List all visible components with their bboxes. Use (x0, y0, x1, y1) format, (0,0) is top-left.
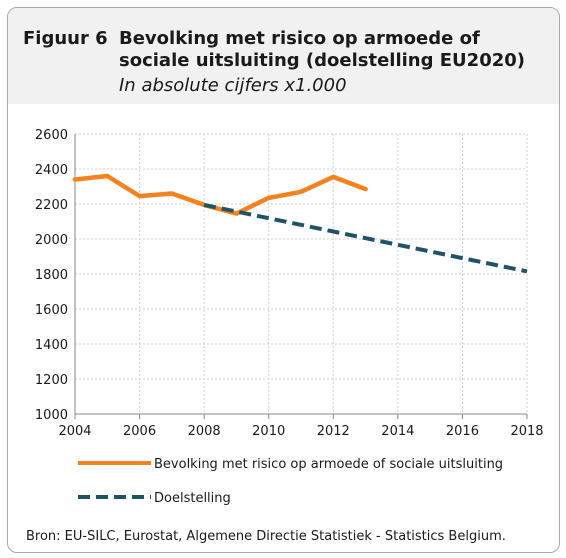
axes (74, 134, 528, 419)
figure-label: Figuur 6 (23, 28, 108, 49)
x-tick-label: 2008 (188, 424, 221, 439)
x-tick-labels: 2004 2006 2008 2010 2012 2014 2016 2018 (58, 424, 543, 439)
y-tick-label: 1600 (35, 303, 68, 318)
y-tick-label: 1000 (35, 408, 68, 423)
y-tick-label: 2000 (35, 233, 68, 248)
legend-label-risico: Bevolking met risico op armoede of socia… (154, 457, 503, 472)
y-tick-labels: 1000 1200 1400 1600 1800 2000 2200 2400 2600 (35, 128, 68, 423)
figure-header: Figuur 6 Bevolking met risico op armoede… (8, 8, 559, 104)
grid-lines (75, 133, 528, 414)
line-chart: 1000 1200 1400 1600 1800 2000 2200 2400 2600 200… (35, 128, 544, 506)
legend: Bevolking met risico op armoede of socia… (78, 457, 503, 506)
x-tick-label: 2014 (381, 424, 414, 439)
y-tick-label: 1400 (35, 338, 68, 353)
y-tick-label: 1200 (35, 373, 68, 388)
series-line-risico (72, 173, 368, 216)
y-tick-label: 1800 (35, 268, 68, 283)
x-tick-label: 2010 (252, 424, 285, 439)
y-tick-label: 2600 (35, 128, 68, 143)
chart-subtitle: In absolute cijfers x1.000 (119, 75, 347, 96)
y-tick-label: 2200 (35, 198, 68, 213)
figure-frame: Figuur 6 Bevolking met risico op armoede… (7, 7, 560, 553)
x-tick-label: 2016 (446, 424, 479, 439)
source-note: Bron: EU-SILC, Eurostat, Algemene Direct… (26, 529, 506, 544)
series-line-doelstelling (203, 202, 528, 274)
legend-label-doelstelling: Doelstelling (154, 491, 231, 506)
chart-title: Bevolking met risico op armoede of socia… (119, 28, 526, 71)
series-lines (72, 173, 528, 274)
x-tick-label: 2006 (123, 424, 156, 439)
x-tick-label: 2012 (317, 424, 350, 439)
y-tick-label: 2400 (35, 163, 68, 178)
x-tick-label: 2004 (58, 424, 91, 439)
x-tick-label: 2018 (510, 424, 543, 439)
